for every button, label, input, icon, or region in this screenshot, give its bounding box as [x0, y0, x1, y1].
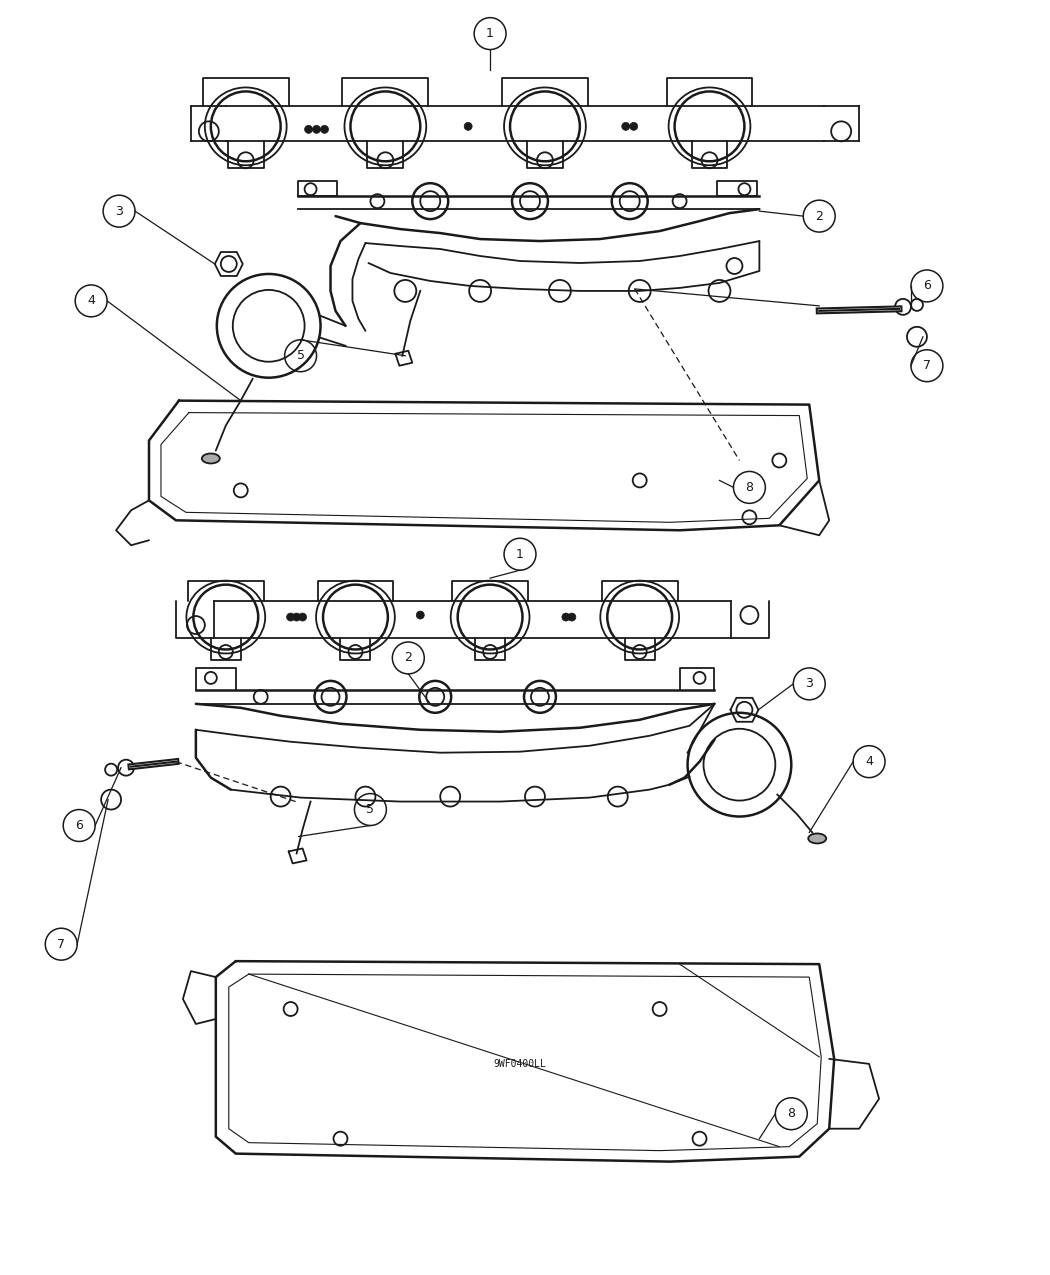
Ellipse shape: [202, 454, 219, 463]
Text: 8: 8: [746, 481, 754, 493]
Circle shape: [416, 611, 424, 620]
Text: 1: 1: [517, 548, 524, 561]
Text: 7: 7: [58, 937, 65, 951]
Circle shape: [568, 613, 575, 621]
Circle shape: [287, 613, 295, 621]
Text: 4: 4: [865, 755, 873, 768]
Circle shape: [320, 125, 329, 134]
Circle shape: [304, 125, 313, 134]
Text: 8: 8: [788, 1107, 795, 1121]
Text: 1: 1: [486, 27, 495, 40]
Ellipse shape: [808, 834, 826, 844]
Circle shape: [293, 613, 300, 621]
Circle shape: [298, 613, 307, 621]
Text: 5: 5: [366, 803, 375, 816]
Circle shape: [313, 125, 320, 134]
Text: 7: 7: [923, 360, 931, 372]
Circle shape: [562, 613, 570, 621]
Text: 3: 3: [805, 677, 813, 690]
Circle shape: [630, 122, 637, 130]
Text: 2: 2: [404, 652, 413, 664]
Circle shape: [464, 122, 473, 130]
Text: 6: 6: [76, 819, 83, 833]
Text: 3: 3: [116, 204, 123, 218]
Text: 9WF0400LL: 9WF0400LL: [494, 1058, 546, 1068]
Text: 4: 4: [87, 295, 96, 307]
Text: 2: 2: [815, 209, 823, 223]
Text: 6: 6: [923, 279, 931, 292]
Circle shape: [622, 122, 630, 130]
Text: 5: 5: [296, 349, 304, 362]
